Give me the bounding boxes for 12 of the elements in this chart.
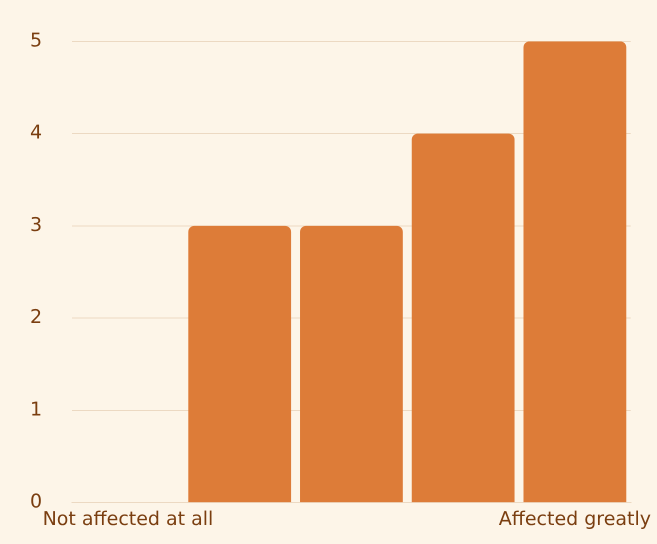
bar bbox=[188, 226, 292, 502]
y-tick-label: 2 bbox=[30, 306, 42, 328]
y-tick-label: 0 bbox=[30, 490, 42, 513]
y-tick-label: 3 bbox=[30, 214, 42, 236]
y-tick-label: 1 bbox=[30, 398, 42, 420]
y-tick-label: 5 bbox=[30, 29, 42, 52]
x-tick-label: Affected greatly bbox=[498, 508, 652, 530]
bar bbox=[412, 134, 515, 502]
bar bbox=[300, 226, 403, 502]
bar bbox=[523, 41, 626, 502]
x-tick-label: Not affected at all bbox=[42, 508, 214, 530]
y-tick-label: 4 bbox=[30, 122, 42, 144]
